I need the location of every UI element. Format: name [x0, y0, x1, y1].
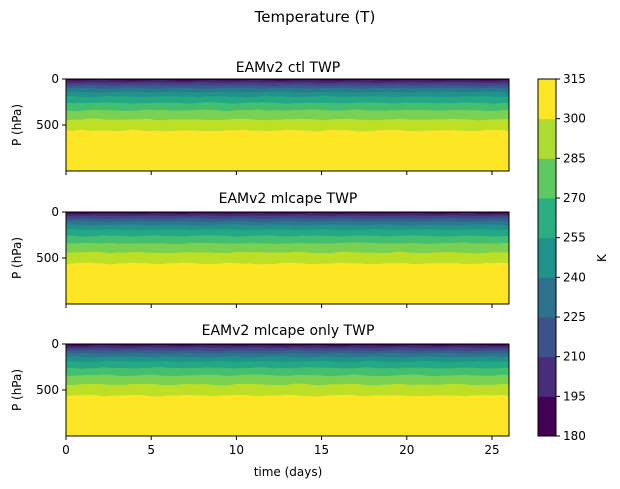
colorbar-tick-label: 270	[563, 191, 586, 205]
panel-mlcape-only: EAMv2 mlcape only TWP P (hPa) time (days…	[10, 323, 510, 479]
y-axis-label: P (hPa)	[10, 237, 24, 279]
contour-band	[66, 262, 509, 304]
x-tick-label: 0	[62, 443, 70, 457]
panel-mlcape: EAMv2 mlcape TWP P (hPa) 0 500	[10, 191, 510, 308]
y-tick-label: 500	[36, 118, 59, 132]
colorbar-label: K	[595, 253, 609, 262]
colorbar-segment	[538, 317, 556, 358]
colorbar-tick-label: 225	[563, 310, 586, 324]
y-axis-label: P (hPa)	[10, 369, 24, 411]
colorbar-tick-label: 255	[563, 231, 586, 245]
x-tick-label: 20	[399, 443, 414, 457]
colorbar-segment	[538, 118, 556, 159]
contour-band	[66, 394, 509, 436]
colorbar-tick-label: 240	[563, 270, 586, 284]
panel-title: EAMv2 mlcape TWP	[219, 191, 358, 207]
colorbar-segment	[538, 396, 556, 437]
y-tick-label: 500	[36, 251, 59, 265]
panel-title: EAMv2 mlcape only TWP	[202, 323, 375, 339]
contour-band	[66, 129, 509, 171]
colorbar-tick-label: 285	[563, 151, 586, 165]
x-tick-label: 10	[229, 443, 244, 457]
y-axis-label: P (hPa)	[10, 104, 24, 146]
x-axis-label: time (days)	[254, 465, 323, 479]
colorbar-frame	[537, 78, 557, 437]
y-tick-label: 500	[36, 383, 59, 397]
x-tick-label: 15	[314, 443, 329, 457]
colorbar: K 180 195 210 225 240 255 270 285 300 315	[537, 72, 609, 443]
colorbar-tick-label: 180	[563, 429, 586, 443]
panel-ctl: EAMv2 ctl TWP P (hPa) 0 500	[10, 60, 510, 175]
colorbar-tick-label: 195	[563, 389, 586, 403]
y-tick-label: 0	[51, 337, 59, 351]
x-tick-label: 25	[484, 443, 499, 457]
figure-title: Temperature (T)	[254, 8, 376, 26]
colorbar-segment	[538, 277, 556, 318]
panel-title: EAMv2 ctl TWP	[236, 60, 341, 76]
colorbar-segment	[538, 158, 556, 199]
colorbar-tick-label: 300	[563, 112, 586, 126]
y-tick-label: 0	[51, 205, 59, 219]
colorbar-tick-label: 210	[563, 350, 586, 364]
colorbar-segment	[538, 198, 556, 239]
colorbar-segment	[538, 237, 556, 278]
colorbar-tick-label: 315	[563, 72, 586, 86]
colorbar-segment	[538, 356, 556, 397]
colorbar-segment	[538, 79, 556, 120]
y-tick-label: 0	[51, 72, 59, 86]
x-tick-label: 5	[147, 443, 155, 457]
